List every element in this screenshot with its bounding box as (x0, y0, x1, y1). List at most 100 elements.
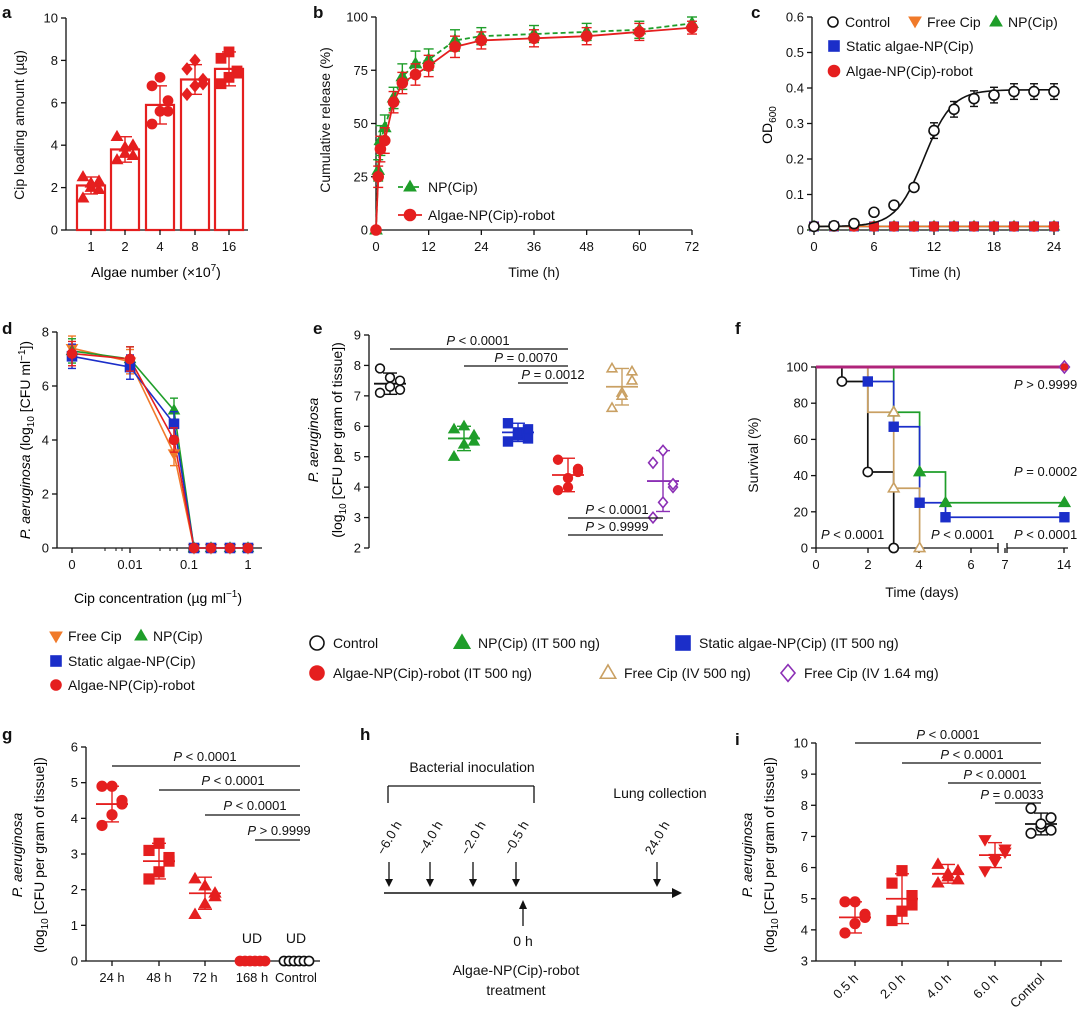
x-tick-label: Control (1007, 970, 1047, 1010)
data-point (372, 170, 384, 183)
data-point (224, 542, 236, 554)
series-line (71, 350, 248, 549)
data-point (449, 41, 461, 53)
panel-label-c: c (751, 3, 760, 22)
series-line (71, 347, 248, 549)
y-axis-title-units: (log10 [CFU per gram of tissue]) (329, 342, 349, 538)
p-rest: < 0.0001 (210, 773, 265, 788)
data-point (76, 170, 90, 182)
data-point (552, 484, 564, 496)
data-point (198, 896, 212, 909)
p-italic: P (223, 798, 232, 813)
data-point (552, 454, 564, 465)
p-rest: < 0.0001 (1023, 527, 1078, 542)
panel-e: 2 3 4 5 6 7 8 9 P. aeruginosa (log10 [CFU per gra… (305, 328, 679, 556)
data-point (1009, 221, 1019, 232)
x-title-part: ) (216, 264, 221, 280)
y-axis-title: P. aeruginosa (log10 [CFU ml−1]) (17, 341, 37, 539)
p-value-label: P < 0.0001 (1014, 527, 1077, 542)
y-tick-label: 4 (801, 922, 808, 937)
y-tick-label: 60 (794, 432, 808, 447)
data-point (1029, 221, 1039, 232)
panel-label-f: f (735, 319, 741, 338)
data-point (968, 92, 980, 105)
y-tick-label: 0 (42, 541, 49, 556)
data-point (647, 456, 659, 470)
y-tick-label: 2 (42, 487, 49, 502)
p-italic: P (980, 787, 989, 802)
data-point (467, 434, 481, 446)
units-sub: 10 (338, 503, 349, 515)
units-part: (log (31, 929, 47, 952)
time-label: −2.0 h (457, 818, 488, 857)
data-point (188, 871, 202, 884)
data-point (862, 466, 874, 478)
data-point (1045, 812, 1057, 824)
treatment-arrowhead (519, 900, 527, 909)
y-tick-label: 6 (51, 95, 58, 110)
data-point (969, 221, 979, 232)
legend-label: Algae-NP(Cip)-robot (IT 500 ng) (333, 665, 532, 681)
data-point (370, 224, 382, 236)
p-rest: < 0.0001 (940, 527, 995, 542)
data-point (396, 77, 409, 89)
time-arrowhead (385, 879, 393, 887)
p-rest: < 0.0001 (182, 749, 237, 764)
data-point (181, 87, 193, 102)
time-arrowhead (469, 879, 477, 887)
y-tick-label: 2 (51, 180, 58, 195)
series-line (71, 355, 248, 549)
x-tick-label: 0.5 h (830, 971, 861, 1002)
data-point (502, 418, 514, 429)
data-point (941, 866, 955, 879)
x-title-sup: −1 (226, 589, 238, 600)
data-point (168, 418, 180, 430)
x-title-sup: 7 (211, 263, 217, 274)
data-point (303, 955, 315, 967)
y-tick-label: 4 (42, 433, 49, 448)
y-axis: 0 2 4 6 8 (42, 325, 58, 556)
data-point (912, 464, 927, 477)
legend-label: Control (845, 14, 890, 30)
data-point (189, 79, 201, 93)
p-italic: P (446, 333, 455, 348)
series-line (375, 22, 693, 231)
data-point (189, 53, 201, 68)
y-tick-label: 6 (354, 419, 361, 434)
x-tick-label: 0 (810, 239, 817, 254)
p-value-label: P > 0.9999 (1014, 377, 1077, 392)
x-axis-title: Time (h) (909, 264, 961, 280)
x-tick-label: 2 (121, 239, 128, 254)
legend-label: NP(Cip) (1008, 14, 1058, 30)
data-point (84, 176, 98, 188)
y-axis-title-italic: P. aeruginosa (9, 812, 25, 897)
p-italic: P (494, 350, 503, 365)
x-axis-title: Algae number (×107) (91, 263, 221, 280)
p-rest: = 0.0002 (1023, 464, 1078, 479)
data-point (146, 118, 158, 130)
x-tick-label: 0 (372, 239, 379, 254)
data-point (1008, 85, 1020, 98)
data-point (394, 384, 406, 395)
data-point (512, 427, 524, 438)
legend-label: Free Cip (68, 628, 122, 644)
p-italic: P (1014, 377, 1023, 392)
y-axis-title: Survival (%) (745, 417, 761, 492)
y-axis: 0 20 40 60 80 100 (786, 360, 817, 556)
data-point (110, 129, 124, 141)
y-tick-label: 80 (794, 396, 808, 411)
x-tick-label: 24 (474, 239, 488, 254)
y-tick-label: 0.4 (786, 81, 804, 96)
y-tick-label: 0.3 (786, 116, 804, 131)
legend-marker (827, 64, 841, 78)
data-point (96, 780, 108, 792)
legend-label: Free Cip (IV 500 ng) (624, 665, 751, 681)
units-part: [CFU per gram of tissue]) (31, 757, 47, 918)
time-arrowhead (426, 879, 434, 887)
y-tick-label: 7 (801, 829, 808, 844)
data-point (859, 911, 871, 924)
data-point (110, 153, 124, 165)
data-point (686, 21, 698, 34)
